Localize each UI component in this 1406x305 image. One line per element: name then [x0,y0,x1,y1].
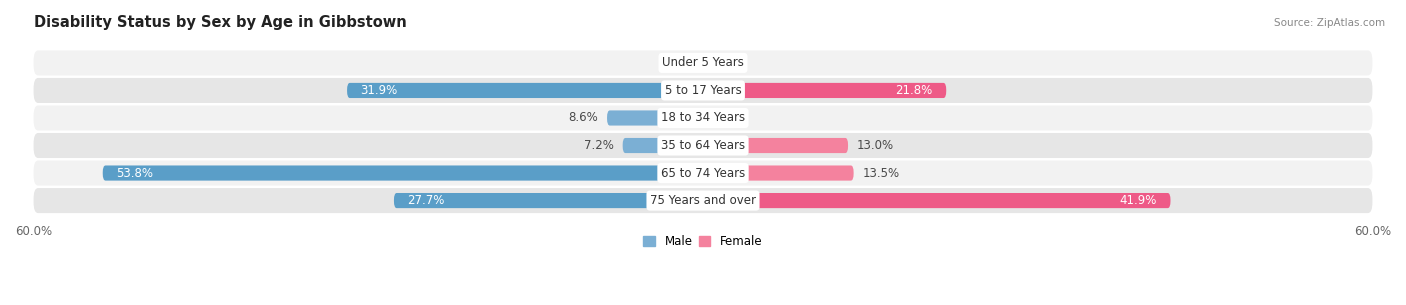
FancyBboxPatch shape [623,138,703,153]
FancyBboxPatch shape [34,106,1372,131]
Text: 21.8%: 21.8% [896,84,932,97]
FancyBboxPatch shape [703,193,1170,208]
Text: 18 to 34 Years: 18 to 34 Years [661,112,745,124]
Text: 35 to 64 Years: 35 to 64 Years [661,139,745,152]
FancyBboxPatch shape [34,78,1372,103]
Text: 7.2%: 7.2% [583,139,614,152]
FancyBboxPatch shape [103,166,703,181]
Legend: Male, Female: Male, Female [638,230,768,253]
FancyBboxPatch shape [394,193,703,208]
FancyBboxPatch shape [703,83,946,98]
FancyBboxPatch shape [703,110,710,126]
Text: Under 5 Years: Under 5 Years [662,56,744,70]
Text: Source: ZipAtlas.com: Source: ZipAtlas.com [1274,18,1385,28]
Text: 65 to 74 Years: 65 to 74 Years [661,167,745,180]
FancyBboxPatch shape [34,50,1372,75]
FancyBboxPatch shape [34,160,1372,185]
FancyBboxPatch shape [703,138,848,153]
Text: 0.0%: 0.0% [659,56,689,70]
Text: 31.9%: 31.9% [360,84,398,97]
Text: 13.5%: 13.5% [862,167,900,180]
Text: 41.9%: 41.9% [1119,194,1157,207]
Text: 5 to 17 Years: 5 to 17 Years [665,84,741,97]
Text: 0.0%: 0.0% [717,56,747,70]
FancyBboxPatch shape [607,110,703,126]
FancyBboxPatch shape [347,83,703,98]
FancyBboxPatch shape [34,188,1372,213]
Text: 75 Years and over: 75 Years and over [650,194,756,207]
Text: Disability Status by Sex by Age in Gibbstown: Disability Status by Sex by Age in Gibbs… [34,15,406,30]
Text: 27.7%: 27.7% [408,194,444,207]
Text: 53.8%: 53.8% [117,167,153,180]
FancyBboxPatch shape [34,133,1372,158]
Text: 13.0%: 13.0% [858,139,894,152]
Text: 8.6%: 8.6% [568,112,598,124]
Text: 0.6%: 0.6% [718,112,748,124]
FancyBboxPatch shape [703,166,853,181]
